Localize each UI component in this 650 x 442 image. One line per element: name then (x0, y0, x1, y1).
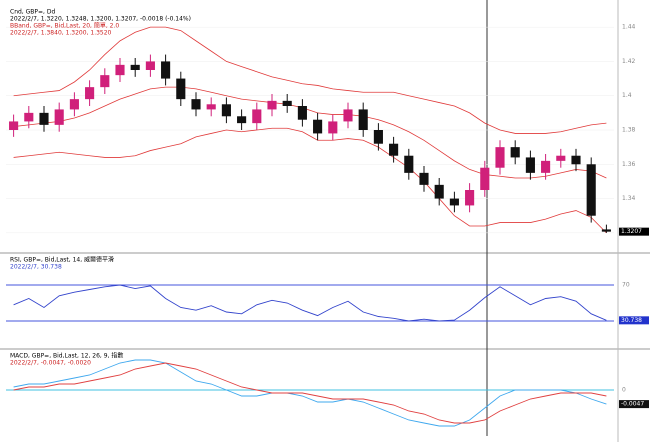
legend-text: 2022/2/7, -0.0047, -0.0020 (10, 360, 91, 367)
candle-body (252, 109, 262, 124)
candle-body (404, 155, 414, 173)
legend-text: MACD, GBP=, Bid,Last, 12, 26, 9, 指數 (10, 352, 123, 360)
y-tick-label: 1.42 (622, 58, 636, 65)
candle-body (24, 112, 34, 122)
indicator-line (13, 362, 607, 424)
candle-body (206, 104, 216, 110)
last-value-box (619, 227, 649, 236)
legend-text: Cnd, GBP=, Dd (10, 9, 55, 16)
candle-body (571, 155, 581, 165)
y-tick-label: 70 (622, 282, 630, 289)
candle-body (54, 109, 64, 125)
bollinger-band (13, 26, 607, 134)
legend-text: 2022/2/7, 1.3220, 1.3248, 1.3200, 1.3207… (10, 16, 191, 23)
candle-body (525, 157, 535, 173)
candle-body (373, 130, 383, 144)
candle-body (586, 164, 596, 216)
legend-text: 2022/2/7, 1.3840, 1.3200, 1.3520 (10, 30, 112, 37)
candle-body (434, 184, 444, 199)
legend-text: RSI, GBP=, Bid,Last, 14, 威爾德平滑 (10, 256, 114, 264)
legend-text: 2022/2/7, 30.738 (10, 264, 62, 271)
candle-body (541, 160, 551, 173)
candle-body (69, 99, 79, 110)
indicator-line (13, 284, 607, 322)
candle-body (9, 121, 19, 130)
candle-body (85, 87, 95, 100)
candle-body (115, 64, 125, 76)
candle-body (130, 64, 140, 70)
last-value-box (619, 316, 649, 325)
candle-body (495, 147, 505, 168)
candle-body (343, 109, 353, 122)
candle-body (282, 100, 292, 106)
last-value-label: 1.3207 (621, 228, 642, 235)
candle-body (419, 172, 429, 185)
y-tick-label: 0 (622, 387, 626, 394)
y-tick-label: 1.4 (622, 92, 632, 99)
bollinger-band (13, 86, 607, 179)
indicator-line (13, 359, 607, 427)
candle-body (358, 109, 368, 130)
candle-body (465, 190, 475, 206)
candle-body (221, 104, 231, 117)
candle-body (556, 155, 566, 161)
last-value-label: -0.0047 (621, 401, 644, 408)
candle-body (39, 112, 49, 125)
candle-body (176, 78, 186, 100)
candle-body (389, 143, 399, 156)
candle-body (601, 229, 611, 232)
y-tick-label: 1.44 (622, 24, 636, 31)
candle-body (480, 167, 490, 190)
candle-body (328, 121, 338, 134)
legend-text: BBand, GBP=, Bid,Last, 20, 簡單, 2.0 (10, 22, 119, 30)
bollinger-band (13, 127, 607, 234)
candle-body (510, 147, 520, 158)
y-tick-label: 1.34 (622, 195, 636, 202)
y-tick-label: 1.36 (622, 161, 636, 168)
last-value-label: 30.738 (621, 317, 642, 324)
candle-body (267, 100, 277, 110)
y-tick-label: 1.38 (622, 127, 636, 134)
candle-body (145, 61, 155, 70)
candle-body (161, 61, 171, 79)
candle-body (100, 75, 110, 88)
candle-body (449, 198, 459, 206)
candle-body (297, 106, 307, 120)
candle-body (191, 99, 201, 110)
candle-body (313, 119, 323, 134)
candle-body (237, 116, 247, 124)
last-value-box (619, 400, 649, 409)
